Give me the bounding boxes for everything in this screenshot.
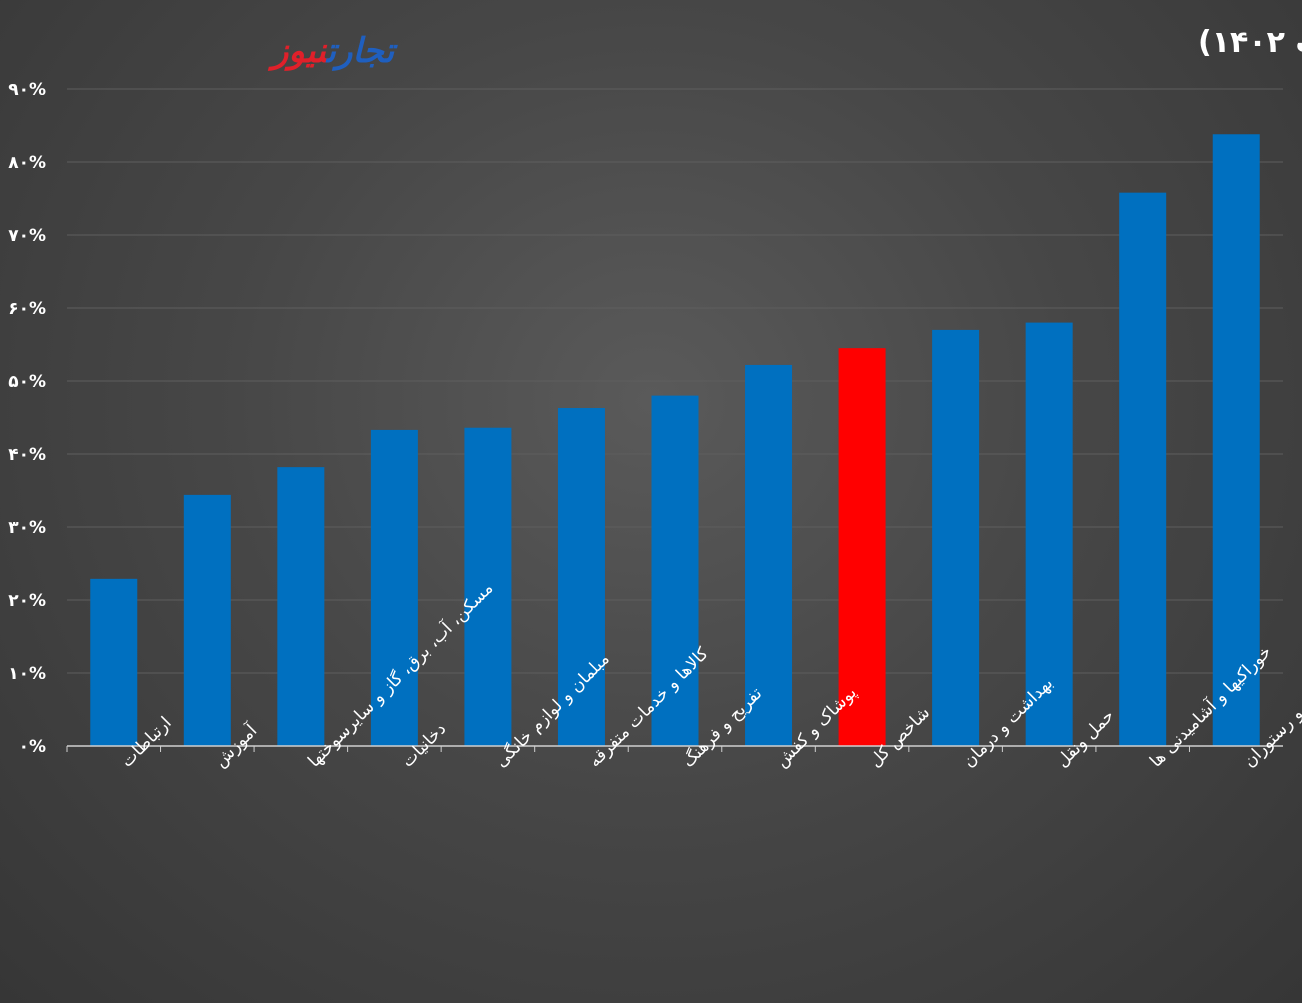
bar [745,364,793,746]
bar [1119,192,1167,746]
axes [66,745,1283,752]
y-tick-label: ۸۰% [8,153,46,173]
y-tick-label: ۹۰% [8,80,46,100]
y-tick-label: ۷۰% [8,226,46,246]
y-tick-label: ۲۰% [8,591,46,611]
bar [90,578,138,746]
bar [277,467,325,746]
logo-text: تجارتنیوز [267,31,399,71]
bar-highlight [838,348,886,746]
y-tick-label: ۳۰% [8,518,46,538]
bar [1212,134,1260,746]
bar [557,408,605,746]
logo: تجارتنیوز [267,31,399,71]
bar [1025,322,1073,746]
logo-word-news: نیوز [267,31,329,71]
chart-title: تورم نقطه به نقطه کالاها و خدمات مصرفی (… [1198,25,1302,60]
bar [932,329,980,746]
y-tick-label: ۶۰% [8,299,46,319]
y-tick-label: ۵۰% [8,372,46,392]
gridlines [67,88,1283,674]
y-tick-label: ۰% [19,737,46,757]
y-tick-label: ۱۰% [8,664,46,684]
bar [183,494,231,746]
bar [464,427,512,746]
y-tick-labels: ۰% ۱۰% ۲۰% ۳۰% ۴۰% ۵۰% ۶۰% ۷۰% ۸۰% ۹۰% [8,80,46,757]
bar [370,429,418,746]
bars [90,134,1260,746]
logo-word-tejarat: تجارت [325,31,399,71]
bar [651,395,699,746]
y-tick-label: ۴۰% [8,445,46,465]
